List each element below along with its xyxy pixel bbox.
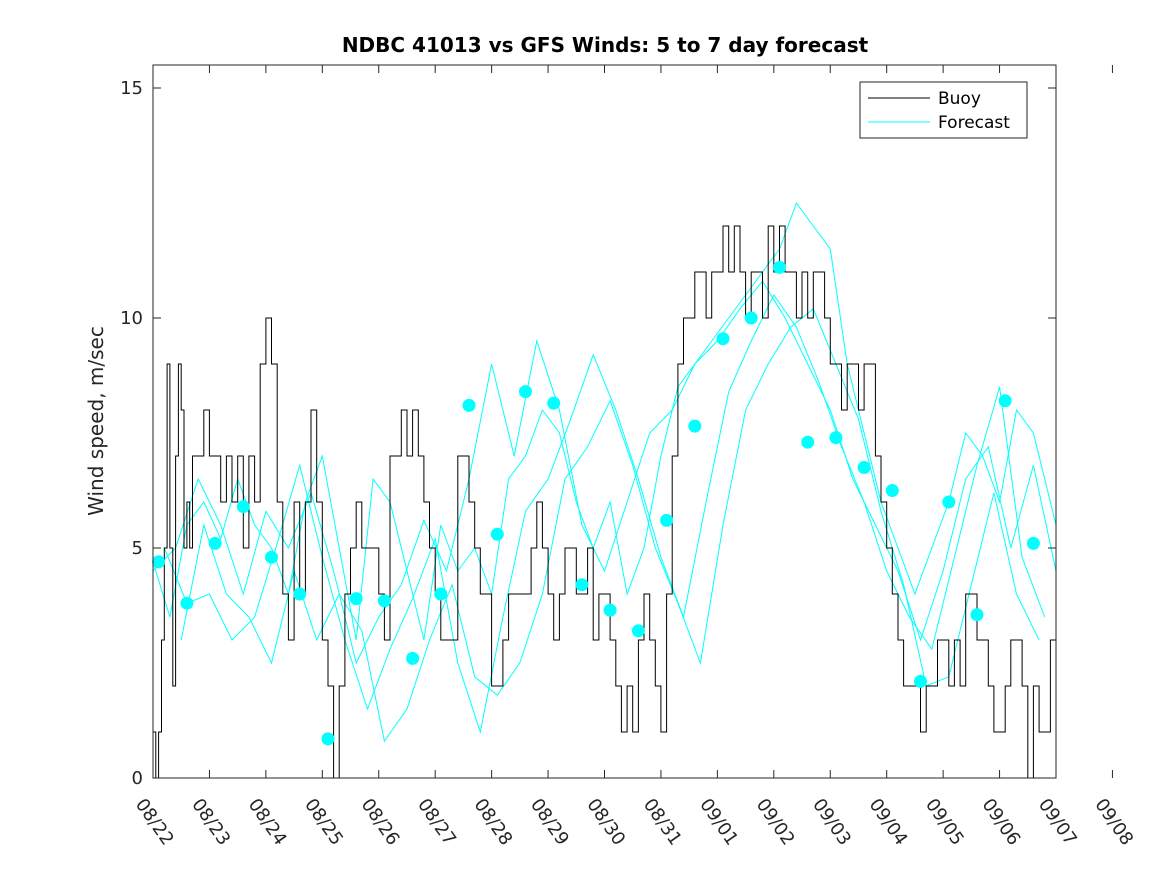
forecast-point — [490, 527, 504, 541]
y-tick-label: 0 — [132, 768, 143, 789]
forecast-point — [942, 495, 956, 509]
chart-title: NDBC 41013 vs GFS Winds: 5 to 7 day fore… — [342, 33, 869, 57]
forecast-point — [152, 555, 166, 569]
plot-lines — [152, 201, 1057, 779]
x-tick-label: 09/06 — [977, 795, 1024, 850]
forecast-point — [970, 608, 984, 622]
x-tick-label: 09/01 — [695, 795, 742, 850]
forecast-point — [406, 651, 420, 665]
x-tick-label: 08/31 — [639, 795, 686, 850]
y-tick-label: 15 — [120, 78, 143, 99]
y-tick-label: 5 — [132, 538, 143, 559]
forecast-point — [998, 394, 1012, 408]
plot-frame — [152, 64, 1057, 779]
forecast-point — [236, 500, 250, 514]
forecast-point — [208, 536, 222, 550]
x-tick-label: 09/04 — [865, 795, 912, 850]
forecast-point — [321, 732, 335, 746]
forecast-point — [660, 513, 674, 527]
forecast-point — [603, 603, 617, 617]
forecast-run-line-3 — [163, 294, 1046, 734]
buoy-line — [153, 225, 1057, 779]
x-tick-label: 08/23 — [187, 795, 234, 850]
x-tick-label: 08/22 — [131, 795, 178, 850]
forecast-point — [547, 396, 561, 410]
forecast-point — [631, 624, 645, 638]
forecast-point — [688, 419, 702, 433]
x-tick-label: 09/02 — [752, 795, 799, 850]
forecast-point — [462, 398, 476, 412]
forecast-point — [1026, 536, 1040, 550]
x-tick-label: 09/08 — [1090, 795, 1137, 850]
forecast-point — [434, 587, 448, 601]
x-tick-label: 08/28 — [470, 795, 517, 850]
legend-box — [859, 81, 1028, 139]
legend: Buoy Forecast — [859, 81, 1028, 139]
x-tick-label: 08/25 — [300, 795, 347, 850]
forecast-point — [801, 435, 815, 449]
x-tick-label: 08/26 — [357, 795, 404, 850]
x-tick-label: 09/03 — [808, 795, 855, 850]
legend-buoy-label: Buoy — [938, 89, 981, 109]
legend-forecast-label: Forecast — [938, 113, 1010, 133]
forecast-point — [575, 578, 589, 592]
forecast-point — [914, 674, 927, 688]
y-axis-ticks: 0 5 10 15 — [120, 78, 1056, 789]
forecast-point — [349, 592, 363, 606]
x-tick-label: 08/24 — [244, 795, 291, 850]
x-tick-label: 08/27 — [413, 795, 460, 850]
forecast-point — [773, 260, 786, 274]
x-tick-label: 09/05 — [921, 795, 968, 850]
x-tick-label: 09/07 — [1034, 795, 1081, 850]
forecast-point — [716, 332, 730, 346]
forecast-point — [265, 550, 278, 564]
forecast-run-line-1 — [152, 201, 1057, 641]
forecast-run-line-4 — [180, 307, 1040, 743]
y-tick-label: 10 — [120, 308, 143, 329]
forecast-point — [885, 484, 899, 497]
y-axis-label: Wind speed, m/sec — [84, 326, 108, 516]
forecast-point — [857, 461, 871, 474]
forecast-point — [377, 594, 391, 608]
plot-points — [152, 260, 1040, 746]
forecast-point — [180, 596, 194, 610]
x-tick-label: 08/29 — [526, 795, 573, 850]
forecast-point — [829, 431, 843, 445]
forecast-point — [519, 385, 532, 399]
forecast-point — [293, 587, 307, 601]
x-tick-label: 08/30 — [582, 795, 629, 850]
forecast-point — [744, 311, 758, 325]
